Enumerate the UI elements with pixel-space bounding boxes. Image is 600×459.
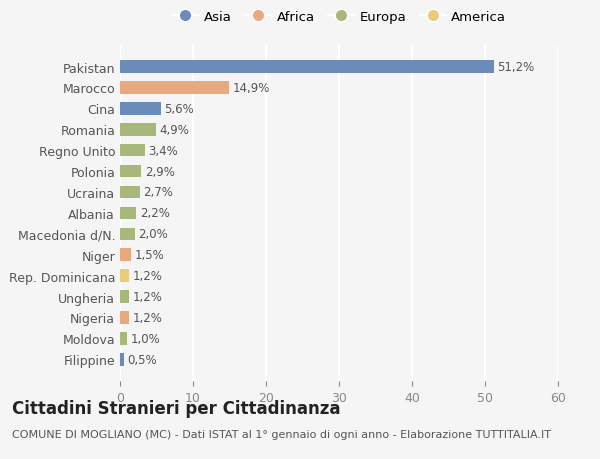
Bar — [120, 103, 161, 115]
Text: 2,0%: 2,0% — [138, 228, 168, 241]
Text: 1,2%: 1,2% — [133, 291, 162, 303]
Bar — [120, 312, 129, 324]
Text: 51,2%: 51,2% — [497, 61, 535, 74]
Bar — [120, 145, 145, 157]
Bar — [120, 207, 136, 220]
Bar — [120, 165, 141, 178]
Bar — [120, 61, 494, 73]
Text: 2,9%: 2,9% — [145, 165, 175, 178]
Text: 2,2%: 2,2% — [140, 207, 170, 220]
Text: 4,9%: 4,9% — [160, 123, 189, 136]
Bar — [120, 249, 131, 262]
Text: 5,6%: 5,6% — [164, 103, 194, 116]
Text: 3,4%: 3,4% — [148, 145, 178, 157]
Text: 1,2%: 1,2% — [133, 311, 162, 324]
Text: COMUNE DI MOGLIANO (MC) - Dati ISTAT al 1° gennaio di ogni anno - Elaborazione T: COMUNE DI MOGLIANO (MC) - Dati ISTAT al … — [12, 429, 551, 439]
Text: 1,0%: 1,0% — [131, 332, 161, 345]
Bar — [120, 270, 129, 282]
Text: 1,2%: 1,2% — [133, 269, 162, 282]
Bar — [120, 291, 129, 303]
Text: 14,9%: 14,9% — [232, 82, 270, 95]
Bar — [120, 353, 124, 366]
Bar — [120, 82, 229, 95]
Text: 1,5%: 1,5% — [134, 249, 164, 262]
Text: 0,5%: 0,5% — [127, 353, 157, 366]
Text: Cittadini Stranieri per Cittadinanza: Cittadini Stranieri per Cittadinanza — [12, 399, 341, 417]
Bar — [120, 124, 156, 136]
Bar — [120, 332, 127, 345]
Legend: Asia, Africa, Europa, America: Asia, Africa, Europa, America — [167, 6, 511, 29]
Bar — [120, 228, 134, 241]
Bar — [120, 186, 140, 199]
Text: 2,7%: 2,7% — [143, 186, 173, 199]
